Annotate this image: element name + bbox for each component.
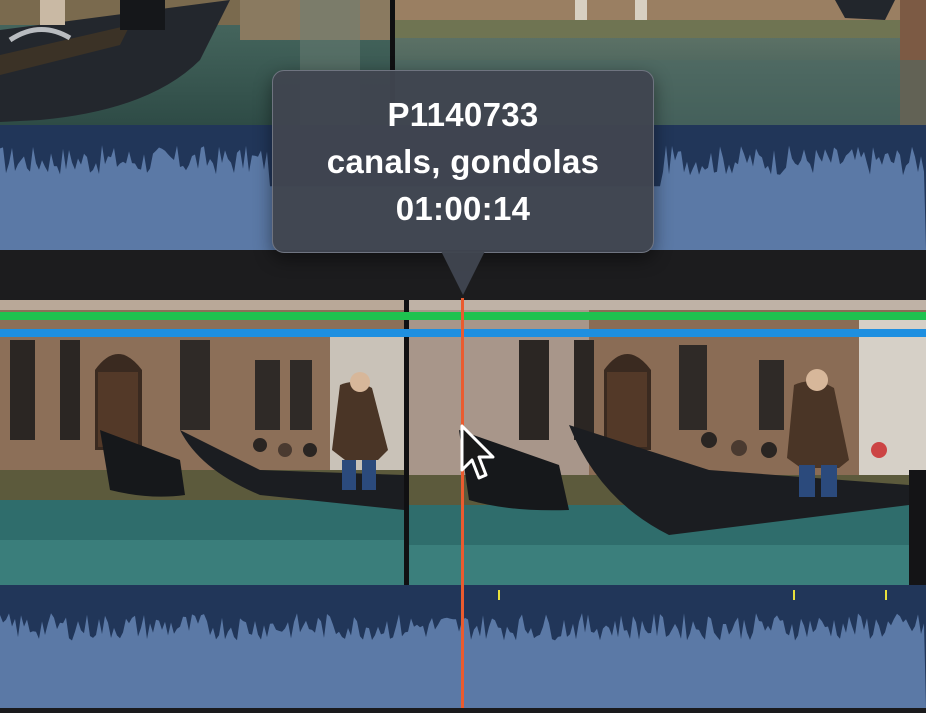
playhead[interactable] — [461, 298, 464, 708]
upper-clip-thumbnail-left[interactable] — [0, 0, 390, 125]
tooltip-clip-name: P1140733 — [387, 96, 539, 133]
upper-clip-divider — [390, 0, 395, 125]
pointer-cursor-icon — [460, 424, 495, 480]
main-clip-thumbnail-left[interactable] — [0, 300, 404, 585]
clip-info-tooltip: P1140733 canals, gondolas 01:00:14 — [272, 70, 654, 253]
upper-clip-image-left — [0, 0, 390, 125]
main-clip-divider — [404, 300, 409, 585]
tooltip-keywords: canals, gondolas — [326, 143, 600, 180]
tooltip-timecode: 01:00:14 — [395, 190, 531, 227]
main-clip-image-right — [409, 300, 926, 585]
main-clip-thumbnail-right[interactable] — [409, 300, 926, 585]
main-clip-image-left — [0, 300, 404, 585]
tooltip-pointer-arrow — [441, 251, 485, 295]
